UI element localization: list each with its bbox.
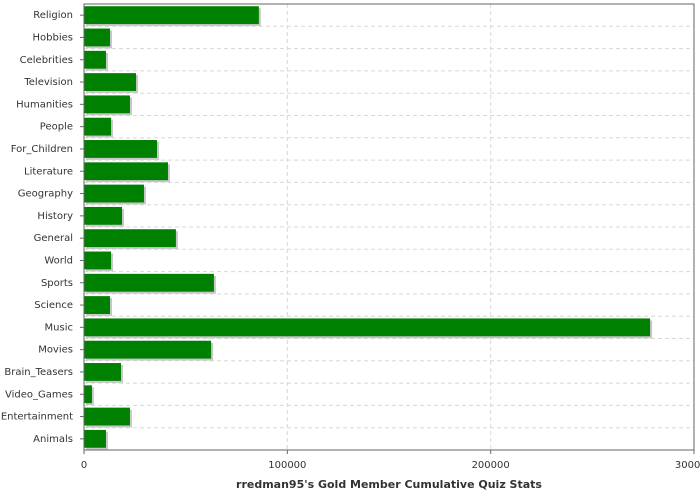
bar xyxy=(84,296,111,314)
bar xyxy=(84,162,168,181)
y-tick-label: Sports xyxy=(41,278,73,289)
bar xyxy=(84,140,157,158)
bar xyxy=(84,28,111,47)
y-tick-label: Geography xyxy=(18,189,73,200)
x-tick-label: 0 xyxy=(81,460,87,471)
bar xyxy=(84,407,130,426)
bar xyxy=(84,117,112,136)
y-tick-label: General xyxy=(34,233,73,244)
y-tick-label: Celebrities xyxy=(20,55,73,66)
bar xyxy=(84,73,137,91)
bar xyxy=(84,50,106,69)
bar xyxy=(84,363,122,381)
chart-title: rredman95's Gold Member Cumulative Quiz … xyxy=(236,478,542,491)
bar xyxy=(84,6,259,25)
y-tick-label: Humanities xyxy=(16,99,73,110)
y-tick-label: Entertainment xyxy=(1,412,73,423)
y-tick-label: Hobbies xyxy=(33,32,73,43)
y-tick-label: Video_Games xyxy=(5,389,73,400)
y-tick-label: Religion xyxy=(33,10,73,21)
bar xyxy=(84,429,106,448)
x-tick-label: 300000 xyxy=(675,460,700,471)
x-tick-label: 200000 xyxy=(472,460,510,471)
y-tick-label: World xyxy=(44,255,73,266)
y-tick-label: Music xyxy=(45,322,73,333)
bar xyxy=(84,95,130,114)
y-tick-label: Literature xyxy=(24,166,73,177)
y-tick-label: Science xyxy=(34,300,73,311)
y-tick-label: Movies xyxy=(38,345,73,356)
y-tick-label: History xyxy=(37,211,73,222)
bar xyxy=(84,318,651,337)
y-tick-label: For_Children xyxy=(11,144,73,155)
y-tick-label: People xyxy=(40,122,73,133)
bar xyxy=(84,251,112,270)
bar xyxy=(84,273,214,292)
y-tick-label: Brain_Teasers xyxy=(4,367,73,378)
y-tick-label: Animals xyxy=(33,434,73,445)
bar xyxy=(84,229,176,248)
bar xyxy=(84,184,144,203)
x-tick-label: 100000 xyxy=(268,460,306,471)
y-tick-label: Television xyxy=(23,77,73,88)
bar xyxy=(84,385,92,404)
plot-frame xyxy=(83,3,695,451)
bar xyxy=(84,206,123,225)
bar xyxy=(84,340,212,359)
